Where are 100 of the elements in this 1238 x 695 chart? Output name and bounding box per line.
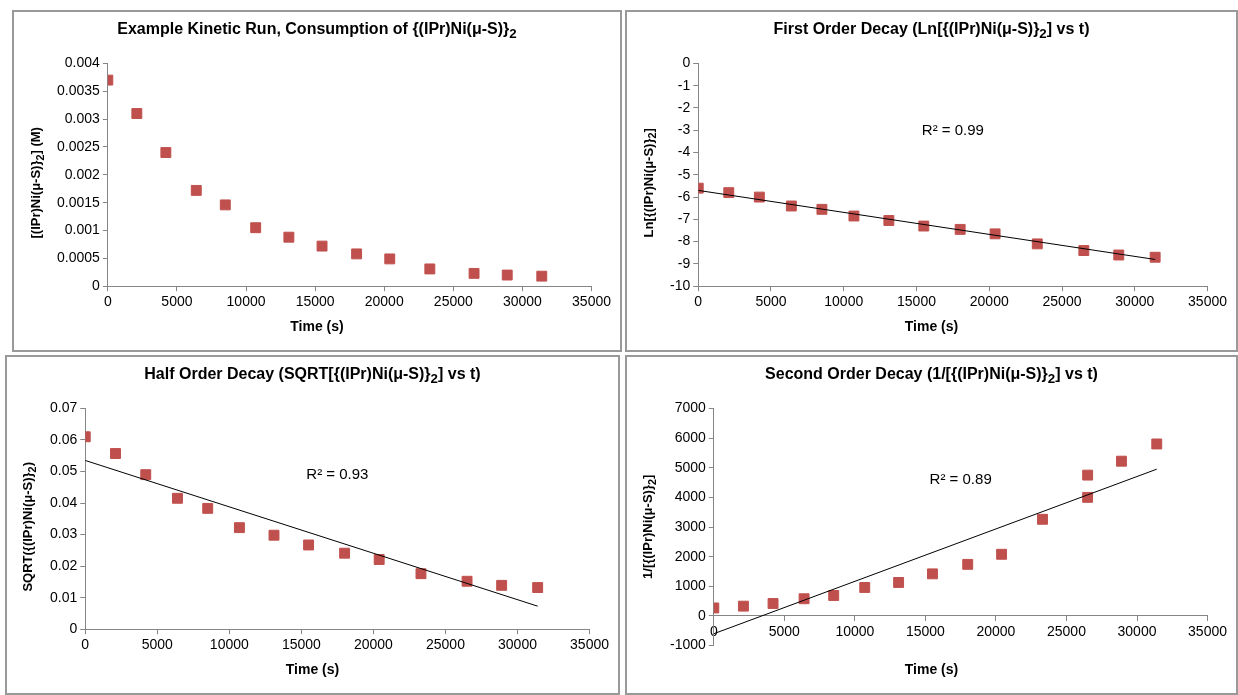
chart-title: Example Kinetic Run, Consumption of {(IPr)Ni(μ-S)}$_{2}$ [116,20,518,42]
y-tick-label: 0 [92,277,101,294]
point [172,492,183,504]
point [268,529,280,541]
point [1116,455,1127,467]
y-tick-label: -3 [677,121,691,138]
point [283,231,295,243]
x-tick-label: 10000 [824,293,864,310]
point [468,267,480,279]
point [160,147,172,158]
point [373,554,385,565]
y-tick-label: -4 [677,143,691,160]
x-tick-label: 20000 [976,623,1016,640]
point [962,558,974,570]
y-tick-label: 0 [682,54,691,71]
x-tick-label: 35000 [1188,293,1228,310]
y-tick-label: 0.01 [50,588,78,605]
x-tick-label: 25000 [433,293,474,310]
annotation: R² = 0.99 [921,120,984,138]
y-tick-label: 0.001 [64,221,101,238]
point [424,263,436,275]
x-tick-label: 15000 [897,293,937,310]
point [131,108,143,119]
point [250,222,262,234]
point [415,568,427,580]
x-tick-label: 25000 [1047,623,1087,640]
point [496,579,508,591]
x-tick-label: 25000 [425,636,466,653]
y-tick-label: 3000 [674,517,707,534]
y-tick-label: 1000 [674,577,707,594]
y-tick-label: 0.003 [64,109,101,126]
point [893,577,905,588]
y-tick-label: 0.004 [64,54,101,71]
point [828,590,840,601]
point [501,269,513,281]
x-tick-label: 30000 [502,293,543,310]
x-tick-label: 30000 [1117,623,1157,640]
point [233,522,245,534]
y-tick-label: 6000 [674,428,707,445]
y-tick-label: 0.05 [50,462,78,479]
y-tick-label: 0.0035 [56,82,101,99]
point [351,248,363,260]
y-tick-label: -9 [677,254,691,271]
point [339,547,351,559]
y-tick-label: 0.0025 [56,137,101,154]
chart-title: Second Order Decay (1/[{(IPr)Ni(μ-S)}$_{2}$] vs t) [764,365,1099,387]
x-tick-label: 10000 [835,623,875,640]
point [219,199,231,211]
point [927,568,938,580]
y-tick-label: 7000 [674,399,707,416]
y-tick-label: -6 [677,187,691,204]
y-tick-label: 0.0005 [56,249,101,266]
point [1149,251,1161,263]
point [859,582,871,593]
point [996,548,1008,560]
y-tick-label: 0.002 [64,165,101,182]
x-tick-label: 0 [103,293,112,310]
annotation: R² = 0.93 [306,465,369,483]
point [303,539,315,551]
x-tick-label: 25000 [1042,293,1082,310]
chart-title: Half Order Decay (SQRT[{(IPr)Ni(μ-S)}$_{2}$] vs t) [143,365,482,387]
x-tick-label: 15000 [281,636,322,653]
x-tick-label: 30000 [1115,293,1155,310]
point [737,600,749,612]
x-tick-label: 15000 [905,623,946,640]
point [316,240,328,252]
x-tick-label: 5000 [161,293,193,310]
y-tick-label: 0.03 [50,525,78,542]
y-tick-label: 0 [698,606,707,623]
point [1037,513,1048,525]
point [1151,438,1163,450]
x-tick-label: 30000 [498,636,538,653]
x-tick-label: 10000 [209,636,250,653]
point [140,469,152,481]
y-tick-label: -5 [677,165,691,182]
point [202,502,214,514]
x-axis-title: Time (s) [903,318,960,334]
y-tick-label: -7 [677,210,691,227]
x-tick-label: 5000 [755,293,787,310]
y-tick-label: -1000 [669,636,707,653]
annotation: R² = 0.89 [929,470,992,488]
y-tick-label: 2000 [674,547,707,564]
x-axis-title: Time (s) [289,318,345,334]
y-tick-label: 4000 [674,488,707,505]
point [536,270,548,282]
y-tick-label: -8 [677,232,691,249]
x-tick-label: 35000 [572,293,612,310]
x-tick-label: 20000 [969,293,1009,310]
point [1082,469,1094,481]
x-tick-label: 5000 [141,636,174,653]
x-tick-label: 15000 [295,293,335,310]
x-tick-label: 35000 [1188,623,1228,640]
x-tick-label: 20000 [353,636,394,653]
point [190,184,202,196]
x-axis-title: Time (s) [284,661,341,677]
point [767,598,779,609]
y-tick-label: 0.04 [50,493,78,510]
y-tick-label: 5000 [674,458,707,475]
x-tick-label: 5000 [768,623,801,640]
x-tick-label: 35000 [570,636,610,653]
